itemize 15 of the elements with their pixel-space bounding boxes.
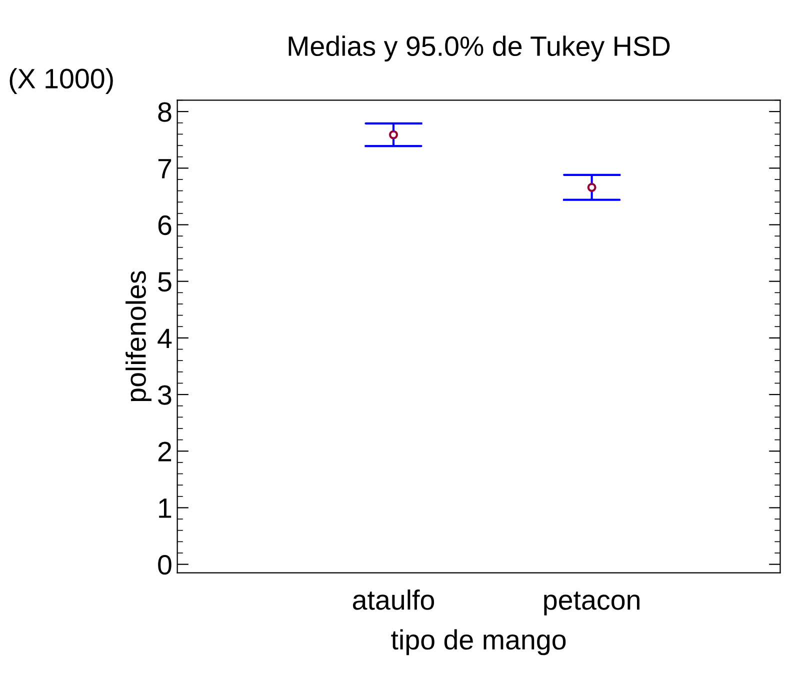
x-tick-label: petacon [544,592,640,616]
x-tick-label: ataulfo [352,589,434,610]
chart-title: Medias y 95.0% de Tukey HSD [288,36,670,62]
text: (X 1000) [10,68,113,94]
y-tick-label: 3 [158,385,172,405]
y-tick-label: 7 [158,159,172,178]
y-axis-title: polifenoles [126,271,152,402]
y-tick-label: 8 [158,102,172,122]
x-axis-title: tipo de mango [391,629,566,656]
y-tick-label: 6 [158,215,172,236]
y-tick-label: 2 [158,442,172,462]
y-tick-label: 1 [159,498,172,518]
y-tick-label: 4 [158,328,172,348]
y-tick-label: 5 [158,272,172,292]
y-tick-label: 0 [158,554,172,575]
